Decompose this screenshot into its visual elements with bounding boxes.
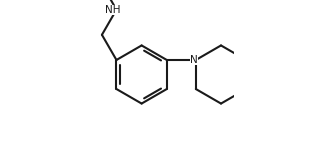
Text: NH: NH — [105, 5, 121, 15]
Text: N: N — [190, 55, 198, 65]
